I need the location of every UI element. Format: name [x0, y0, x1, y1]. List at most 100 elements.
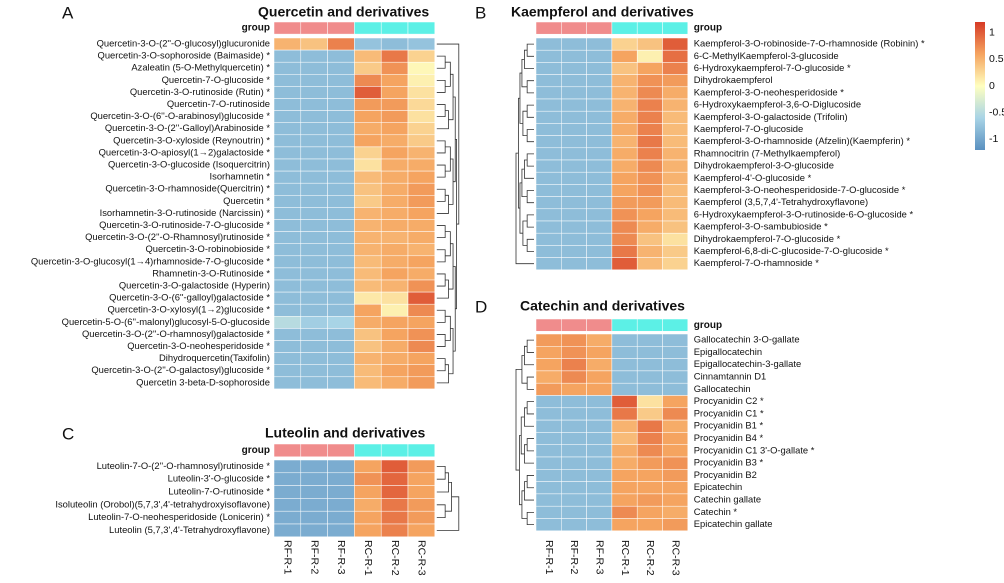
heatmap-cell-D [636, 370, 663, 384]
heatmap-cell-C [327, 472, 355, 486]
heatmap-cell-A [327, 352, 355, 365]
heatmap-cell-A [407, 364, 436, 378]
heatmap-cell-D [535, 419, 562, 433]
heatmap-cell-C [354, 523, 382, 538]
heatmap-cell-B [636, 245, 663, 258]
heatmap-cell-A [273, 279, 302, 293]
group-bar-cell-A [380, 21, 409, 35]
heatmap-cell-A [354, 158, 382, 172]
heatmap-cell-C [300, 472, 328, 486]
heatmap-cell-A [300, 316, 328, 329]
row-label-A: Quercetin-3-O-(2''-O-rhamnosyl)galactosi… [82, 328, 270, 339]
column-label-D: RF-R-3 [593, 540, 605, 575]
heatmap-cell-D [611, 407, 638, 421]
heatmap-cell-A [407, 255, 436, 269]
heatmap-cell-B [662, 110, 689, 124]
heatmap-cell-A [407, 207, 436, 220]
heatmap-cell-A [273, 195, 302, 208]
row-label-C: Luteolin-7-O-neohesperidoside (Lonicerin… [88, 511, 270, 522]
heatmap-cell-A [300, 255, 328, 269]
heatmap-cell-A [380, 182, 409, 196]
heatmap-cell-A [407, 86, 436, 99]
heatmap-cell-D [636, 346, 663, 359]
heatmap-cell-B [611, 110, 638, 124]
heatmap-cell-A [327, 61, 355, 75]
dendrogram-root-A [436, 43, 460, 225]
heatmap-cell-B [636, 257, 663, 271]
heatmap-cell-A [380, 340, 409, 353]
dendrogram-branch-A [436, 358, 446, 372]
heatmap-cell-A [273, 291, 302, 305]
heatmap-cell-A [354, 243, 382, 257]
heatmap-cell-C [380, 459, 409, 474]
heatmap-cell-C [273, 523, 302, 538]
heatmap-cell-A [300, 352, 328, 365]
heatmap-cell-A [273, 267, 302, 281]
heatmap-cell-A [300, 61, 328, 75]
heatmap-cell-D [535, 370, 562, 384]
heatmap-cell-B [535, 62, 562, 75]
heatmap-cell-B [561, 135, 587, 149]
dendrogram-branch-A [448, 73, 454, 121]
heatmap-cell-A [273, 37, 302, 51]
group-bar-cell-D [535, 318, 562, 332]
heatmap-cell-A [380, 37, 409, 51]
heatmap-cell-B [662, 159, 689, 173]
heatmap-cell-A [354, 231, 382, 244]
heatmap-cell-D [611, 346, 638, 359]
heatmap-cell-B [586, 257, 613, 271]
heatmap-cell-A [273, 316, 302, 329]
heatmap-cell-D [636, 395, 663, 409]
heatmap-cell-B [586, 74, 613, 88]
heatmap-cell-B [662, 37, 689, 51]
row-label-D: Gallocatechin 3-O-gallate [694, 334, 800, 345]
heatmap-cell-B [662, 232, 689, 246]
heatmap-cell-C [273, 472, 302, 486]
heatmap-cell-C [273, 485, 302, 499]
heatmap-cell-A [407, 110, 436, 123]
dendrogram-branch-B [522, 110, 528, 136]
heatmap-cell-A [407, 49, 436, 63]
heatmap-cell-B [586, 147, 613, 161]
heatmap-cell-C [300, 498, 328, 512]
heatmap-cell-D [535, 346, 562, 359]
heatmap-cell-A [300, 303, 328, 317]
heatmap-cell-A [407, 182, 436, 196]
row-label-A: Quercetin-3-O-rutinoside-7-O-glucoside * [99, 219, 270, 230]
heatmap-cell-A [354, 207, 382, 220]
panel-title-B: Kaempferol and derivatives [511, 4, 694, 20]
row-label-B: Kaempferol-7-O-rhamnoside * [694, 257, 819, 268]
heatmap-cell-D [586, 370, 613, 384]
heatmap-cell-D [611, 395, 638, 409]
heatmap-cell-B [662, 147, 689, 161]
row-label-A: Quercetin-3-O-apiosyl(1→2)galactoside * [99, 146, 271, 157]
heatmap-cell-A [327, 243, 355, 257]
heatmap-cell-A [273, 61, 302, 75]
heatmap-cell-B [561, 74, 587, 88]
heatmap-cell-B [636, 86, 663, 100]
heatmap-cell-B [535, 86, 562, 100]
heatmap-cell-A [407, 170, 436, 184]
heatmap-cell-B [662, 49, 689, 63]
dendrogram-branch-B [519, 72, 523, 124]
heatmap-cell-A [327, 279, 355, 293]
heatmap-cell-A [300, 207, 328, 220]
column-label-D: RC-R-3 [669, 540, 681, 576]
heatmap-cell-D [662, 481, 689, 495]
heatmap-cell-D [636, 333, 663, 347]
heatmap-cell-B [586, 208, 613, 222]
group-bar-cell-A [300, 21, 328, 35]
group-bar-cell-D [586, 318, 613, 332]
heatmap-cell-D [662, 444, 689, 458]
heatmap-cell-A [300, 364, 328, 378]
dendrogram-branch-A [436, 55, 446, 69]
heatmap-cell-D [561, 505, 587, 519]
heatmap-cell-A [407, 316, 436, 329]
heatmap-cell-B [636, 123, 663, 136]
heatmap-cell-C [354, 472, 382, 486]
row-label-A: Quercetin-3-O-(2''-O-Rhamnosyl)rutinosid… [85, 231, 270, 242]
dendrogram-branch-B [522, 220, 528, 246]
row-label-A: Quercetin-3-O-robinobioside * [145, 243, 270, 254]
heatmap-cell-A [354, 195, 382, 208]
heatmap-cell-A [273, 158, 302, 172]
